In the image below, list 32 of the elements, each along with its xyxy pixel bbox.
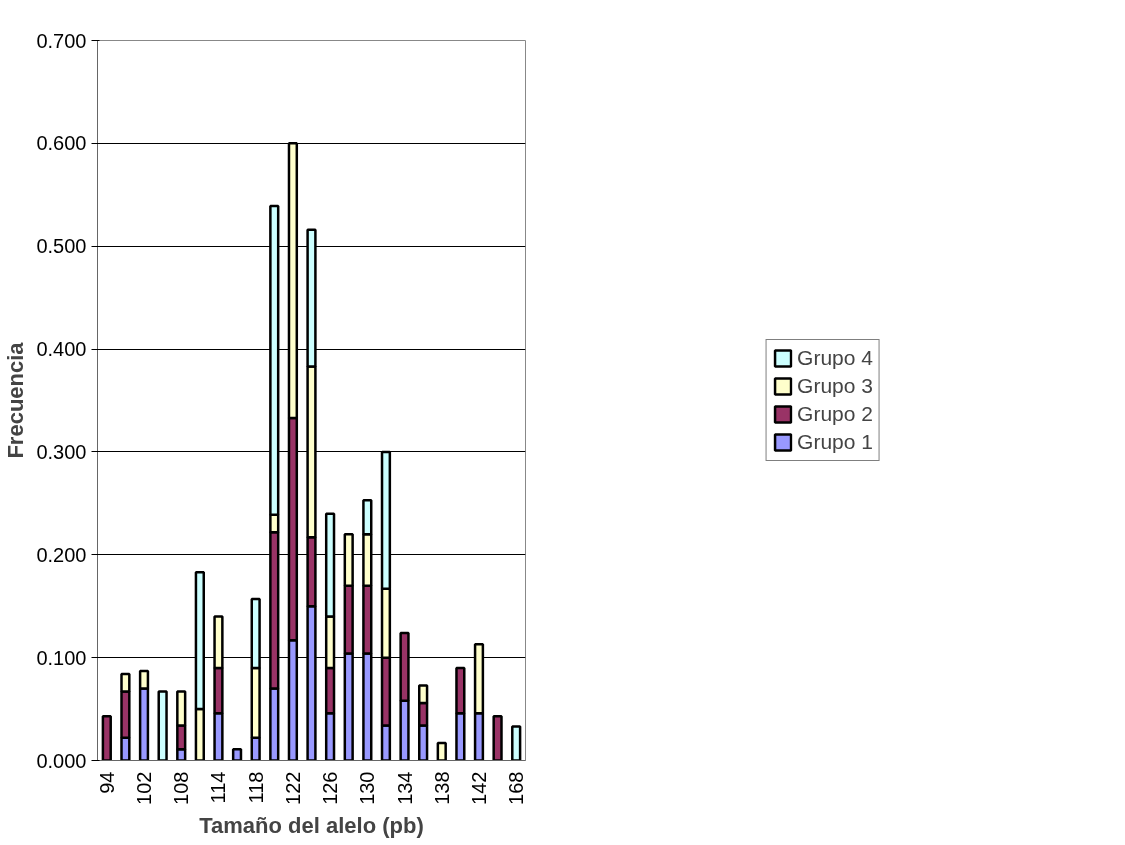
y-tick-label: 0.100 (36, 646, 87, 669)
bar (511, 725, 522, 761)
bar (157, 690, 168, 761)
y-tick-label: 0.200 (36, 543, 87, 566)
x-tick-label: 138 (430, 771, 453, 805)
y-tick-label: 0.700 (36, 29, 87, 52)
x-tick-label: 130 (356, 771, 379, 805)
legend-label: Grupo 4 (797, 346, 873, 370)
y-tick-label: 0.000 (36, 749, 87, 772)
x-tick-label: 102 (133, 771, 156, 805)
y-tick-label: 0.400 (36, 338, 87, 361)
x-tick-label: 118 (244, 771, 267, 804)
y-tick-label: 0.300 (36, 440, 87, 463)
y-tick-label: 0.500 (36, 235, 87, 258)
bar (101, 715, 112, 761)
x-tick-label: 126 (319, 771, 342, 805)
x-tick-label: 134 (393, 771, 416, 805)
legend-label: Grupo 3 (797, 374, 873, 398)
x-tick-label: 142 (467, 771, 490, 805)
bar (436, 741, 447, 761)
x-tick-label: 168 (505, 771, 528, 805)
x-axis-title: Tamaño del alelo (pb) (199, 812, 424, 838)
legend-label: Grupo 2 (797, 402, 873, 426)
bar (231, 747, 243, 761)
x-tick-label: 108 (170, 771, 193, 805)
x-tick-label: 114 (207, 771, 230, 804)
y-axis-title: Frecuencia (3, 341, 29, 459)
legend-label: Grupo 1 (797, 430, 873, 454)
y-tick-label: 0.600 (36, 132, 87, 155)
x-tick-label: 122 (281, 771, 304, 805)
x-tick-label: 94 (95, 771, 118, 794)
bar (492, 715, 503, 761)
